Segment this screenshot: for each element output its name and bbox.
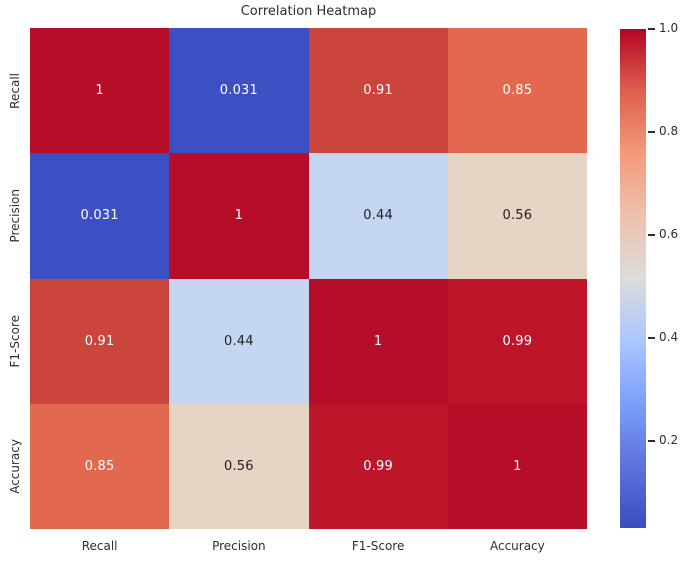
cell-value-label: 0.91 [363,83,393,99]
heatmap-cell: 0.031 [169,28,309,154]
cell-value-label: 0.44 [224,333,254,349]
cell-value-label: 0.031 [80,208,119,224]
heatmap-grid: 1 0.031 0.91 0.85 0.031 1 0.44 0.56 0.91 0.44 1 0.9… [30,28,587,529]
chart-title: Correlation Heatmap [240,4,377,19]
y-tick-label: Accuracy [8,438,22,494]
colorbar-tick-mark [648,130,655,133]
cell-value-label: 1 [513,458,522,474]
cell-value-label: 0.85 [502,83,533,99]
cell-value-label: 0.99 [502,333,533,349]
cell-value-label: 1 [95,83,104,99]
heatmap-cell: 0.56 [169,403,309,529]
heatmap-cell: 0.44 [169,278,309,404]
cell-value-label: 0.56 [502,208,533,224]
heatmap-cell: 0.56 [447,153,587,279]
colorbar-tick-label: 0.8 [659,123,679,138]
x-tick-label: Recall [81,539,118,553]
x-tick-label: F1-Score [351,539,405,553]
y-tick-label: Recall [8,72,22,109]
cell-value-label: 1 [234,208,244,224]
heatmap-cell: 0.031 [30,153,170,279]
heatmap-cell: 0.99 [447,278,587,404]
cell-value-label: 0.031 [219,83,258,99]
heatmap-cell: 0.99 [308,403,448,529]
heatmap-cell: 0.91 [30,278,170,404]
heatmap-cell: 1 [30,28,170,154]
y-tick-label: Precision [8,189,22,243]
y-tick-label: F1-Score [8,314,22,368]
cell-value-label: 0.85 [84,458,115,474]
x-axis-labels: Recall Precision F1-Score Accuracy [30,533,587,557]
x-tick-label: Accuracy [489,539,545,553]
colorbar-tick-label: 0.2 [659,432,679,447]
x-tick-label: Precision [212,539,266,553]
cell-value-label: 1 [373,333,383,349]
colorbar-tick-mark [648,439,655,442]
cell-value-label: 0.44 [363,208,393,224]
colorbar-gradient [620,29,646,528]
heatmap-cell: 1 [447,403,587,529]
colorbar-tick-label: 0.4 [659,329,679,344]
heatmap-cell: 0.85 [447,28,587,154]
y-axis-labels: Recall Precision F1-Score Accuracy [2,28,28,529]
colorbar-tick-mark [648,28,655,30]
heatmap-cell: 1 [169,153,309,279]
cell-value-label: 0.56 [224,458,254,474]
colorbar-tick-mark [648,233,655,236]
colorbar-tick-label: 1.0 [659,21,679,35]
heatmap-cell: 0.85 [30,403,170,529]
colorbar-tick-label: 0.6 [659,226,679,241]
heatmap-cell: 1 [308,278,448,404]
heatmap-cell: 0.44 [308,153,448,279]
colorbar-tick-mark [648,336,655,339]
heatmap-cell: 0.91 [308,28,448,154]
cell-value-label: 0.99 [363,458,393,474]
colorbar: 1.0 0.8 0.6 0.4 0.2 [620,21,678,528]
cell-value-label: 0.91 [84,333,115,349]
